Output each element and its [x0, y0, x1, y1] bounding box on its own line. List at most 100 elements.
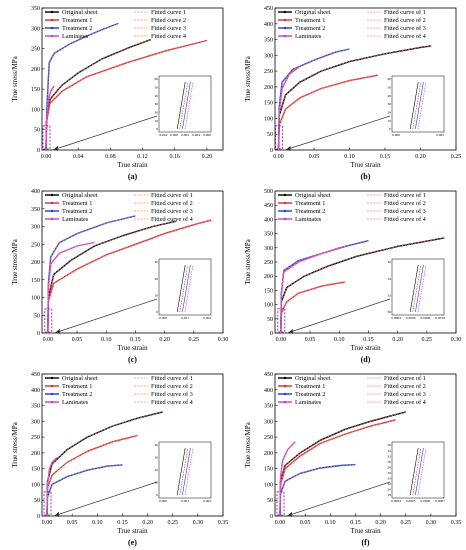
panel-label: (a) [128, 172, 138, 181]
x-tick-label: 0.35 [451, 520, 462, 526]
inset-line-0 [176, 81, 186, 130]
fitted-curve-2 [45, 23, 119, 151]
legend-marker [283, 376, 287, 380]
x-tick-label: 0.30 [193, 520, 204, 526]
y-tick-label: 100 [31, 482, 40, 488]
legend-marker [50, 26, 54, 30]
panel-label: (b) [361, 172, 371, 181]
inset-line-1 [412, 264, 422, 313]
x-tick-label: 0.05 [309, 154, 320, 160]
fitted-curve-1 [45, 40, 207, 151]
x-axis-label: True strain [117, 161, 148, 169]
y-tick-label: 350 [264, 404, 273, 410]
inset-y-tick-label: 34 [388, 449, 392, 453]
legend-marker [50, 34, 54, 38]
inset-y-tick-label: 10 [155, 481, 159, 485]
x-tick-label: 0.25 [189, 337, 200, 343]
legend-entry: Treatment 1 [62, 17, 92, 24]
legend-entry: Treatment 2 [62, 391, 92, 398]
zoom-arrow-head [54, 328, 60, 334]
y-axis-label: True stress/MPa [11, 238, 19, 284]
zoom-arrow-head [285, 145, 291, 151]
inset-y-tick-label: 60 [388, 77, 392, 81]
inset-y-tick-label: 30 [155, 260, 159, 264]
legend-marker [50, 209, 54, 213]
fitted-curve-2 [47, 215, 136, 334]
fitted-curve-0 [278, 45, 432, 151]
inset-y-tick-label: 10 [388, 119, 392, 123]
inset-line-2 [415, 447, 424, 496]
y-tick-label: 200 [31, 67, 40, 73]
legend-entry: Fitted curve of 1 [151, 192, 193, 199]
legend-marker [50, 400, 54, 404]
y-tick-label: 250 [264, 69, 273, 75]
inset-y-tick-label: 20 [155, 277, 159, 281]
inset-line-3 [184, 81, 194, 130]
y-tick-label: 400 [264, 22, 273, 28]
legend-entry: Laminates [295, 33, 322, 40]
inset-line-3 [184, 447, 194, 496]
inset-x-tick-label: 0.000 [170, 133, 178, 137]
legend-entry: Fitted curve of 4 [384, 33, 427, 40]
legend-entry: Fitted curve of 1 [151, 375, 193, 382]
legend-entry: Laminates [62, 399, 89, 406]
inset-y-tick-label: 30 [388, 460, 392, 464]
x-tick-label: 0.08 [105, 154, 116, 160]
x-axis-label: True strain [117, 344, 148, 352]
fitted-curve-3 [279, 441, 296, 517]
inset-line-0 [409, 447, 419, 496]
x-tick-label: 0.25 [451, 154, 462, 160]
legend-entry: Original sheet [295, 192, 331, 199]
panel-label: (d) [361, 355, 371, 364]
y-tick-label: 250 [264, 260, 273, 266]
legend-marker [50, 376, 54, 380]
legend-entry: Fitted curve 1 [151, 9, 186, 16]
zoom-arrow [286, 481, 391, 517]
inset-x-tick-label: 0.0006 [421, 499, 431, 503]
x-tick-label: 0.35 [218, 520, 229, 526]
legend-marker [283, 209, 287, 213]
fitted-curve-3 [280, 247, 340, 334]
y-tick-label: 150 [31, 87, 40, 93]
y-tick-label: 300 [31, 419, 40, 425]
y-tick-label: 200 [264, 274, 273, 280]
inset-frame [158, 75, 212, 133]
legend-entry: Treatment 2 [295, 208, 325, 215]
x-tick-label: 0.15 [363, 337, 374, 343]
series-line-2 [277, 48, 350, 151]
chart-panel-5: 0 50 100 150 200 250 300 350 400 450 0.00 0.05 0.10 0… [244, 372, 461, 547]
legend-marker [50, 10, 54, 14]
legend-entry: Fitted curve of 2 [384, 383, 426, 390]
legend-entry: Fitted curve of 2 [151, 200, 193, 207]
y-tick-label: 450 [264, 203, 273, 209]
inset-line-2 [415, 264, 424, 313]
inset-frame [158, 258, 212, 316]
x-tick-label: 0.25 [400, 520, 411, 526]
inset-x-tick-label: 0.0004 [391, 316, 401, 320]
inset-line-0 [409, 264, 419, 313]
x-tick-label: 0.00 [41, 154, 52, 160]
inset-y-tick-label: 32 [388, 454, 392, 458]
x-tick-label: 0.25 [422, 337, 433, 343]
legend-entry: Treatment 1 [62, 200, 92, 207]
inset-y-tick-label: 10 [155, 119, 159, 123]
inset-line-2 [182, 447, 191, 496]
inset-y-tick-label: 26 [388, 471, 392, 475]
zoom-arrow [285, 115, 391, 151]
inset-y-tick-label: 60 [155, 77, 159, 81]
inset-y-tick-label: 34 [388, 277, 392, 281]
series-line-2 [45, 22, 119, 151]
fitted-curve-1 [279, 419, 396, 517]
plot-frame [274, 7, 457, 151]
series-line-2 [46, 464, 123, 517]
legend-entry: Fitted curve of 1 [384, 375, 426, 382]
fitted-curve-3 [46, 457, 58, 517]
inset-x-tick-label: 0.002 [436, 133, 444, 137]
x-tick-label: 0.00 [42, 520, 53, 526]
y-axis-label: True stress/MPa [244, 421, 252, 467]
legend-entry: Fitted curve of 2 [151, 383, 193, 390]
inset-line-2 [182, 81, 191, 130]
inset-line-3 [184, 264, 194, 313]
